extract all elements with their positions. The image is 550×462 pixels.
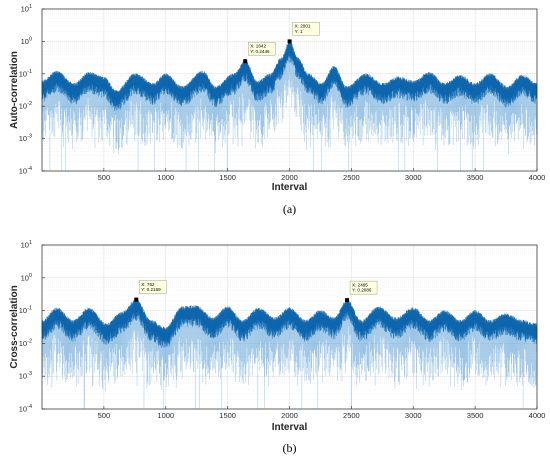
x-tick-label: 2500: [343, 411, 360, 420]
y-tick-label: 10-2: [19, 101, 32, 111]
datatip-box: [139, 280, 167, 294]
y-tick-label: 10-3: [19, 134, 32, 144]
y-tick-label: 100: [21, 36, 32, 46]
datatip-x-label: X: 762: [141, 282, 155, 287]
datatip-box: [247, 42, 276, 56]
x-tick-label: 4000: [529, 411, 546, 420]
y-tick-label: 101: [21, 240, 32, 250]
y-tick-label: 10-1: [19, 306, 32, 316]
y-tick-base: 10: [19, 102, 27, 111]
x-axis: 500 1000 1500 2000 2500 3000 3500 4000: [98, 168, 546, 182]
y-tick-exponent: -3: [27, 371, 32, 377]
y-tick-label: 10-2: [19, 338, 32, 348]
chart-panel-b: 500 1000 1500 2000 2500 3000 3500 400010-410-31…: [9, 240, 545, 455]
y-tick-base: 10: [21, 5, 29, 14]
x-tick-label: 3500: [467, 411, 484, 420]
y-tick-label: 10-3: [19, 371, 32, 381]
y-axis-label: Cross-correlation: [9, 285, 20, 368]
datatip-marker: [134, 297, 139, 302]
x-tick-label: 1000: [157, 173, 174, 182]
datatip-marker: [345, 298, 350, 303]
y-tick-label: 101: [21, 4, 32, 14]
datatip-box: [292, 22, 320, 36]
y-tick-base: 10: [19, 134, 27, 143]
y-tick-label: 10-4: [19, 404, 32, 414]
y-tick-base: 10: [19, 339, 27, 348]
datatip-marker: [287, 39, 292, 44]
x-tick-label: 3000: [405, 173, 422, 182]
y-tick-label: 100: [21, 273, 32, 283]
y-axis-label: Auto-correlation: [9, 51, 20, 129]
datatip-y-label: Y: 0.2446: [250, 49, 270, 54]
y-tick-base: 10: [19, 167, 27, 176]
x-tick-label: 500: [98, 173, 111, 182]
y-tick-exponent: -1: [27, 306, 32, 312]
x-tick-label: 1500: [219, 411, 236, 420]
datatip-y-label: Y: 0.2086: [352, 288, 372, 293]
y-tick-exponent: 1: [29, 4, 32, 10]
y-tick-base: 10: [19, 405, 27, 414]
datatip-marker: [243, 59, 248, 64]
y-tick-base: 10: [19, 372, 27, 381]
y-tick-base: 10: [21, 241, 29, 250]
x-tick-label: 1000: [157, 411, 174, 420]
x-tick-label: 500: [98, 411, 111, 420]
y-tick-exponent: -4: [27, 166, 32, 172]
datatip-y-label: Y: 1: [295, 29, 303, 34]
y-tick-base: 10: [21, 273, 29, 282]
y-tick-label: 10-1: [19, 69, 32, 79]
y-tick-label: 10-4: [19, 166, 32, 176]
datatip-box: [349, 280, 378, 295]
y-tick-base: 10: [19, 306, 27, 315]
x-axis: 500 1000 1500 2000 2500 3000 3500 4000: [98, 406, 546, 420]
y-tick-exponent: -2: [27, 101, 32, 107]
y-tick-exponent: 0: [29, 273, 32, 279]
x-tick-label: 2500: [343, 173, 360, 182]
y-tick-exponent: -1: [27, 69, 32, 75]
y-tick-exponent: 0: [29, 36, 32, 42]
datatip-x-label: X: 2001: [295, 24, 311, 29]
y-tick-exponent: -4: [27, 404, 32, 410]
x-axis-label: Interval: [272, 182, 308, 193]
datatip-x-label: X: 1642: [250, 43, 266, 48]
y-tick-exponent: -3: [27, 134, 32, 140]
x-tick-label: 2000: [281, 411, 298, 420]
x-axis-label: Interval: [272, 422, 308, 433]
y-tick-exponent: 1: [29, 240, 32, 246]
chart-panel-a: 500 1000 1500 2000 2500 3000 3500 400010-410-31…: [9, 4, 545, 216]
x-tick-label: 2000: [281, 173, 298, 182]
x-tick-label: 4000: [529, 173, 546, 182]
panel-caption: (b): [283, 441, 297, 455]
y-tick-exponent: -2: [27, 338, 32, 344]
x-tick-label: 1500: [219, 173, 236, 182]
x-tick-label: 3500: [467, 173, 484, 182]
x-tick-label: 3000: [405, 411, 422, 420]
panel-caption: (a): [283, 202, 296, 216]
datatip-y-label: Y: 0.2169: [141, 287, 161, 292]
y-tick-base: 10: [21, 37, 29, 46]
datatip-x-label: X: 2465: [352, 282, 368, 287]
y-tick-base: 10: [19, 69, 27, 78]
